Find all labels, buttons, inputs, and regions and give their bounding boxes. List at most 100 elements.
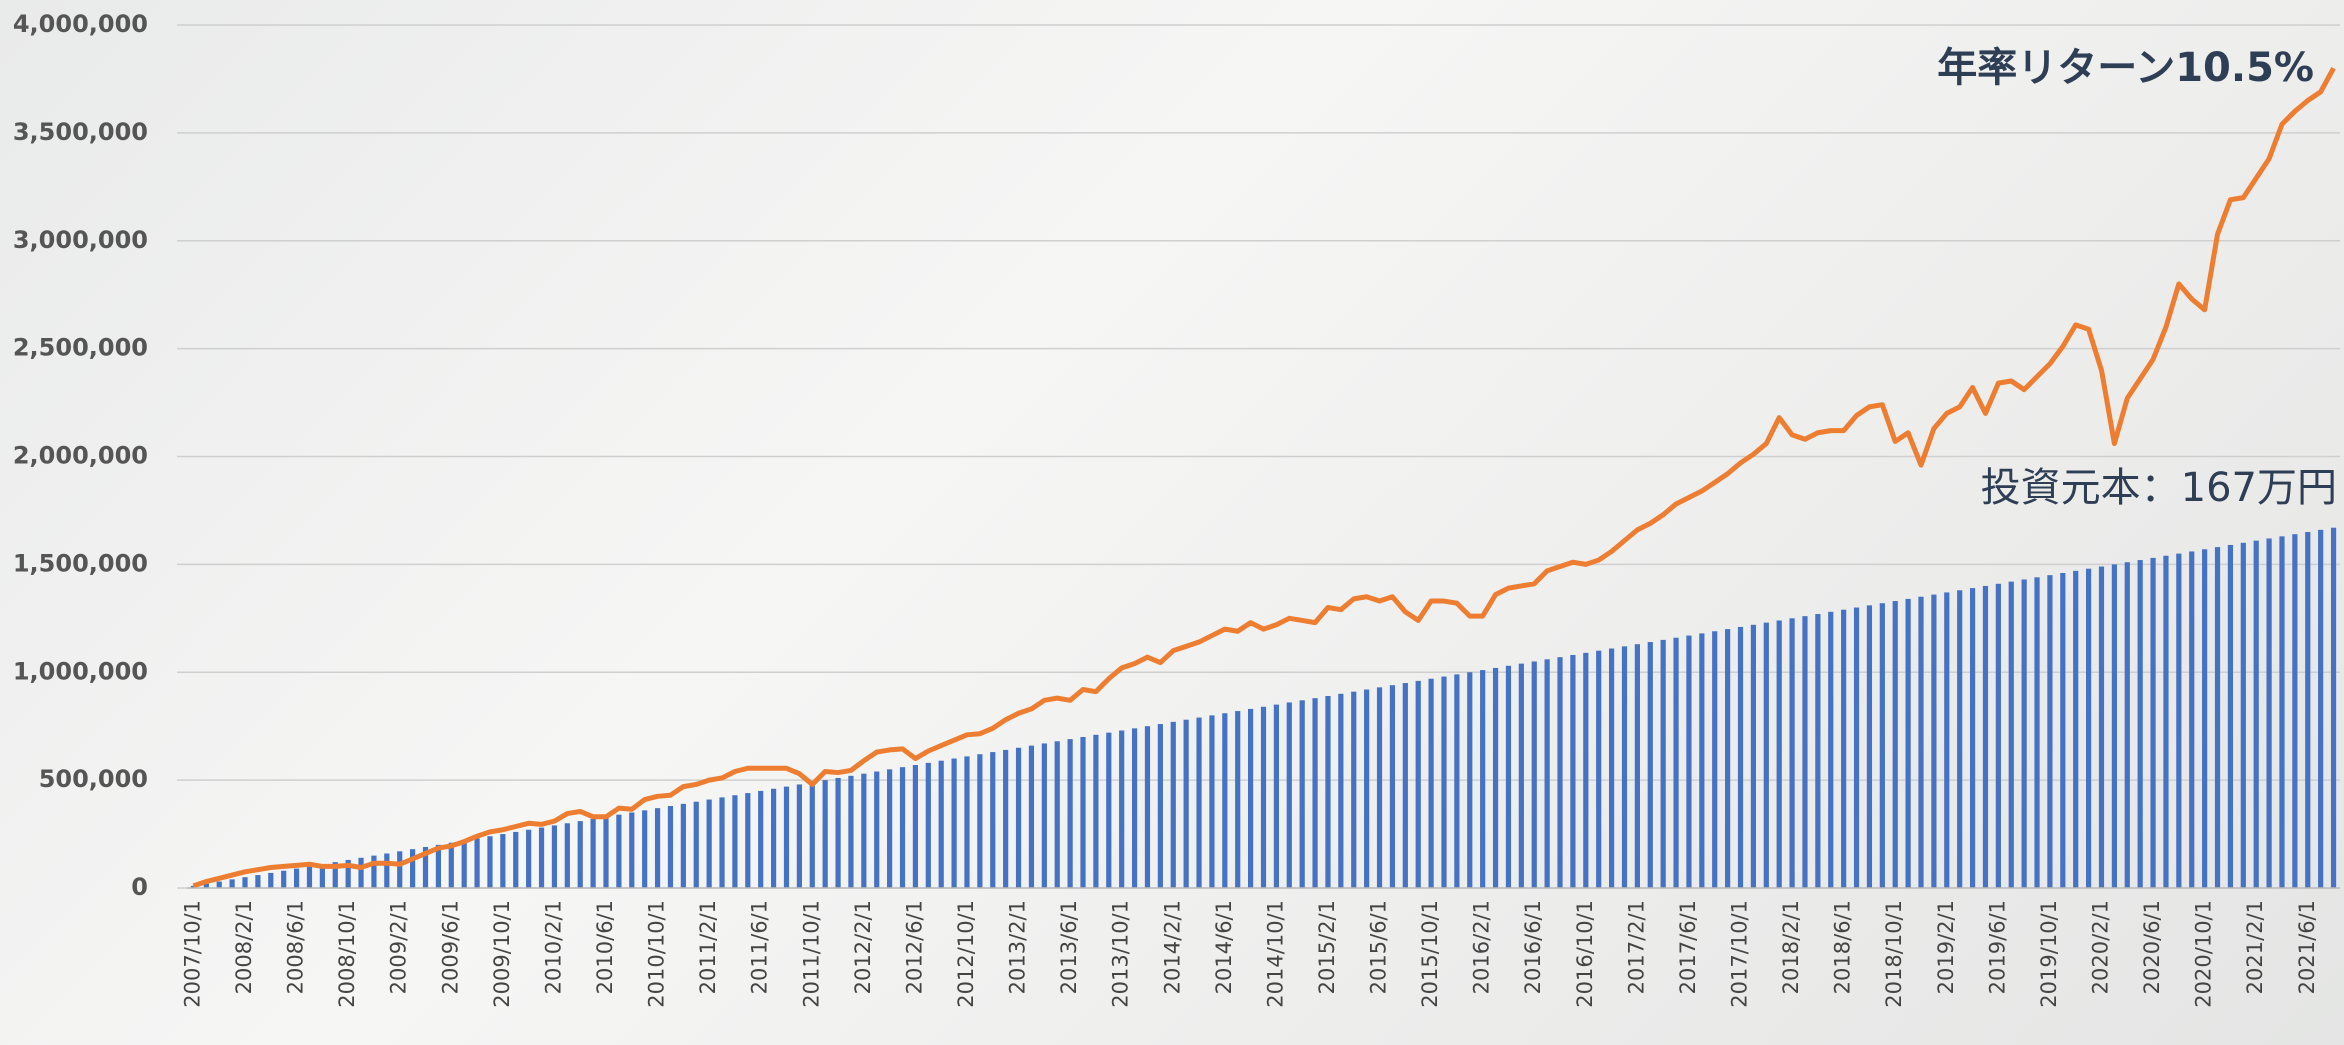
x-tick-label: 2009/2/1	[387, 900, 411, 994]
bar	[797, 784, 802, 888]
bar	[1854, 608, 1859, 888]
bar	[230, 879, 235, 888]
bar	[1119, 731, 1124, 888]
bar	[835, 778, 840, 888]
bar	[771, 789, 776, 888]
x-tick-label: 2014/6/1	[1212, 900, 1236, 994]
bar	[1493, 668, 1498, 888]
bar	[1557, 657, 1562, 888]
bar	[1403, 683, 1408, 888]
bar	[1416, 681, 1421, 888]
bar	[1003, 750, 1008, 888]
chart: 0500,0001,000,0001,500,0002,000,0002,500…	[0, 0, 2344, 1045]
bar	[823, 780, 828, 888]
bar	[913, 765, 918, 888]
bar	[2318, 530, 2323, 888]
bar	[2305, 532, 2310, 888]
bar	[2189, 551, 2194, 888]
bar	[668, 806, 673, 888]
return-annotation: 年率リターン10.5%	[1937, 45, 2314, 91]
bar	[1532, 661, 1537, 888]
x-tick-label: 2008/2/1	[232, 900, 256, 994]
x-tick-label: 2015/6/1	[1367, 900, 1391, 994]
bar	[410, 849, 415, 888]
y-tick-label: 0	[131, 873, 148, 901]
bar	[1880, 603, 1885, 888]
x-tick-label: 2015/10/1	[1418, 900, 1442, 1008]
y-tick-label: 1,000,000	[13, 657, 148, 685]
x-tick-label: 2017/6/1	[1676, 900, 1700, 994]
x-tick-label: 2020/10/1	[2192, 900, 2216, 1008]
bar	[1222, 713, 1227, 888]
x-tick-label: 2010/2/1	[541, 900, 565, 994]
x-tick-label: 2011/2/1	[696, 900, 720, 994]
bar	[1635, 644, 1640, 888]
bar	[1699, 633, 1704, 888]
bar	[655, 808, 660, 888]
bar	[926, 763, 931, 888]
x-tick-label: 2013/10/1	[1109, 900, 1133, 1008]
bar	[1828, 612, 1833, 888]
x-tick-label: 2015/2/1	[1315, 900, 1339, 994]
x-tick-label: 2016/10/1	[1573, 900, 1597, 1008]
bar	[1068, 739, 1073, 888]
bar	[1042, 743, 1047, 888]
bar	[2292, 534, 2297, 888]
x-tick-label: 2007/10/1	[180, 900, 204, 1008]
bar	[1055, 741, 1060, 888]
bar	[578, 821, 583, 888]
bar	[642, 810, 647, 888]
bar	[1661, 640, 1666, 888]
bar	[1428, 679, 1433, 888]
bar	[307, 866, 312, 888]
bar	[2176, 554, 2181, 888]
bar	[591, 819, 596, 888]
bar	[1944, 592, 1949, 888]
bar	[1029, 746, 1034, 888]
bar	[2150, 558, 2155, 888]
bar	[1506, 666, 1511, 888]
bar	[1931, 595, 1936, 888]
bar	[2073, 571, 2078, 888]
bar	[2125, 562, 2130, 888]
bar	[449, 843, 454, 888]
bar	[1545, 659, 1550, 888]
y-tick-label: 3,500,000	[13, 118, 148, 146]
bar	[1196, 718, 1201, 888]
bar	[1893, 601, 1898, 888]
x-tick-label: 2018/6/1	[1831, 900, 1855, 994]
bar	[539, 828, 544, 888]
bar	[397, 851, 402, 888]
bar	[2047, 575, 2052, 888]
bar	[810, 782, 815, 888]
bar	[1867, 605, 1872, 888]
x-tick-label: 2009/6/1	[438, 900, 462, 994]
bar	[487, 836, 492, 888]
bar	[1454, 674, 1459, 888]
bar	[1312, 698, 1317, 888]
bar	[848, 776, 853, 888]
bar	[964, 756, 969, 888]
bar	[2138, 560, 2143, 888]
bar	[2228, 545, 2233, 888]
bar	[1390, 685, 1395, 888]
bar	[2163, 556, 2168, 888]
bar	[565, 823, 570, 888]
bar	[1570, 655, 1575, 888]
bar	[1209, 715, 1214, 888]
bar	[2279, 536, 2284, 888]
bar	[1106, 733, 1111, 888]
bar	[1158, 724, 1163, 888]
bar	[1673, 638, 1678, 888]
x-tick-label: 2017/2/1	[1624, 900, 1648, 994]
bar	[1712, 631, 1717, 888]
x-tick-label: 2008/10/1	[335, 900, 359, 1008]
bar	[1377, 687, 1382, 888]
bar	[1248, 709, 1253, 888]
x-tick-label: 2020/2/1	[2088, 900, 2112, 994]
bar	[1815, 614, 1820, 888]
y-tick-label: 500,000	[39, 765, 148, 793]
bar	[1957, 590, 1962, 888]
x-tick-label: 2012/2/1	[851, 900, 875, 994]
x-tick-label: 2011/10/1	[799, 900, 823, 1008]
